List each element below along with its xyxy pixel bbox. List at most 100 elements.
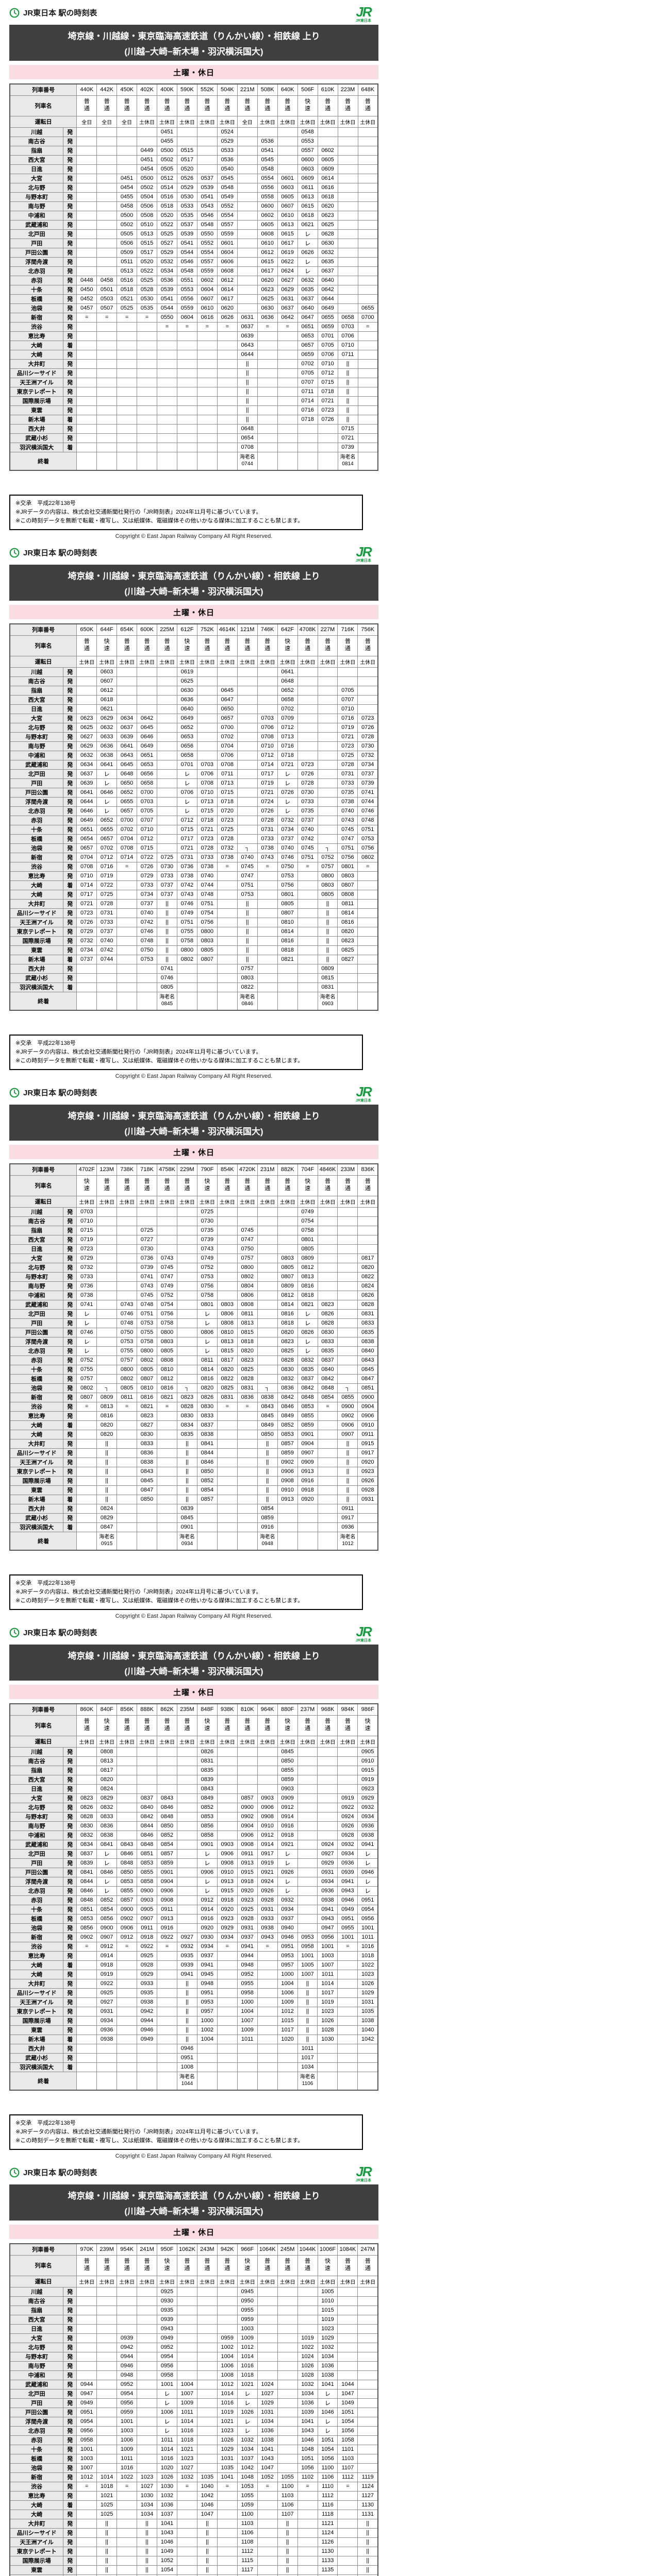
run-day-cell: 土休日 bbox=[317, 1735, 338, 1748]
time-cell: 1008 bbox=[217, 2370, 238, 2380]
time-cell bbox=[176, 1774, 197, 1785]
time-cell: 0910 bbox=[357, 1756, 378, 1766]
time-cell: 0748 bbox=[196, 889, 218, 900]
time-cell: 0751 bbox=[196, 899, 218, 909]
time-cell: 0912 bbox=[277, 1802, 298, 1812]
time-cell bbox=[277, 2296, 298, 2306]
time-cell bbox=[76, 2361, 97, 2371]
time-cell bbox=[257, 899, 278, 909]
time-cell bbox=[137, 1765, 157, 1775]
time-cell: 1038 bbox=[257, 2435, 278, 2445]
station-name-cell: 大宮 bbox=[9, 1253, 64, 1263]
dep-arr-mark-cell: 発 bbox=[63, 796, 77, 807]
time-cell bbox=[357, 164, 378, 174]
time-cell: レ bbox=[96, 1886, 118, 1896]
timetable-section: JR東日本 駅の時刻表 JR JR東日本 埼京線・川越線・東京臨海高速鉄道（りん… bbox=[9, 2160, 378, 2576]
time-cell: 1019 bbox=[317, 2314, 338, 2325]
time-cell bbox=[217, 1457, 238, 1467]
time-cell: 0922 bbox=[96, 1978, 118, 1989]
time-cell bbox=[257, 1225, 278, 1235]
time-cell: レ bbox=[357, 1886, 378, 1896]
time-cell: 0944 bbox=[137, 2015, 157, 2026]
time-cell: 0703 bbox=[137, 796, 157, 807]
line-title-line1: 埼京線・川越線・東京臨海高速鉄道（りんかい線）・相鉄線 上り bbox=[68, 1651, 320, 1661]
time-cell bbox=[156, 359, 177, 369]
time-cell bbox=[357, 210, 378, 221]
time-cell: 0901 bbox=[176, 1522, 197, 1532]
time-cell: 0524 bbox=[217, 127, 238, 137]
time-cell bbox=[297, 1503, 318, 1514]
train-number-row: 列車番号 860K 840F 856K 888K 862K 235M 848F 938K 810K… bbox=[9, 1703, 378, 1716]
station-name-cell: 南与野 bbox=[9, 1281, 64, 1291]
time-cell bbox=[337, 963, 358, 974]
dep-arr-mark-cell: 発 bbox=[63, 2444, 77, 2454]
time-cell bbox=[176, 1364, 197, 1375]
time-cell: 0837 bbox=[317, 1355, 338, 1365]
time-cell: 0924 bbox=[257, 1876, 278, 1887]
time-cell: || bbox=[196, 2546, 218, 2556]
time-cell bbox=[176, 2305, 197, 2315]
run-day-cell: 土休日 bbox=[156, 655, 177, 668]
time-cell: 0622 bbox=[277, 257, 298, 267]
time-cell: = bbox=[137, 312, 157, 323]
time-cell: 0903 bbox=[257, 1793, 278, 1803]
dep-arr-mark-cell: 発 bbox=[63, 1225, 77, 1235]
time-cell bbox=[176, 1895, 197, 1905]
time-cell bbox=[257, 1978, 278, 1989]
train-type-cell: 普通 bbox=[76, 2255, 97, 2276]
dep-arr-mark-cell: 発 bbox=[63, 303, 77, 313]
time-cell bbox=[156, 2025, 177, 2035]
time-cell: 0853 bbox=[196, 1811, 218, 1822]
station-row: 南古谷発 0710 0730 0754 bbox=[9, 1216, 378, 1226]
time-cell bbox=[137, 1756, 157, 1766]
time-cell: 0703 bbox=[337, 321, 358, 332]
time-cell: 1029 bbox=[217, 2444, 238, 2454]
run-day-cell: 土休日 bbox=[357, 1195, 378, 1208]
time-cell: 0748 bbox=[137, 936, 157, 946]
dep-arr-mark-cell: 着 bbox=[63, 880, 77, 890]
time-cell: 0744 bbox=[357, 796, 378, 807]
time-cell bbox=[217, 973, 238, 983]
time-cell: レ bbox=[277, 1886, 298, 1896]
time-cell bbox=[237, 201, 258, 211]
dep-arr-mark-cell: 発 bbox=[63, 1262, 77, 1273]
time-cell: 0746 bbox=[76, 1327, 97, 1337]
station-row: 戸田発 0839 レ 0848 0853 0859 レ 0908 0913 0919 レ 0929 09… bbox=[9, 1858, 378, 1868]
station-name-cell: 日進 bbox=[9, 1244, 64, 1254]
time-cell: 0722 bbox=[137, 852, 157, 862]
time-cell bbox=[317, 1262, 338, 1273]
station-name-cell: 品川シーサイド bbox=[9, 368, 64, 378]
run-day-row: 運転日 土休日 土休日 土休日 土休日 土休日 土休日 土休日 土休日 土休日 土休日 土休日 土休日土… bbox=[9, 655, 378, 668]
time-cell: 0936 bbox=[317, 1886, 338, 1896]
time-cell bbox=[96, 2379, 118, 2389]
station-name-cell: 十条 bbox=[9, 1904, 64, 1914]
station-row: 南古谷発 0607 0625 0648 bbox=[9, 676, 378, 686]
time-cell: 0743 bbox=[196, 1244, 218, 1254]
train-type-cell: 快速 bbox=[156, 2255, 177, 2276]
time-cell: 1016 bbox=[156, 2453, 177, 2464]
train-type-cell: 普通 bbox=[176, 95, 197, 116]
time-cell: 1041 bbox=[317, 2379, 338, 2389]
time-cell bbox=[237, 694, 258, 705]
time-cell: 0655 bbox=[96, 824, 118, 835]
time-cell: 0803 bbox=[157, 1336, 177, 1347]
time-cell: 0619 bbox=[277, 247, 298, 258]
station-row: 大宮発 0939 0949 0959 1009 1019 1029 bbox=[9, 2333, 378, 2343]
time-cell: 0922 bbox=[137, 1941, 157, 1952]
time-cell: 0449 bbox=[137, 145, 157, 156]
time-cell: 0712 bbox=[137, 834, 157, 844]
station-row: 戸田公園発 0841 0846 0850 0855 0901 0906 0910 0915 092… bbox=[9, 1867, 378, 1877]
time-cell: 0616 bbox=[196, 312, 218, 323]
train-number-cell: 442K bbox=[96, 83, 118, 96]
time-cell: 0928 bbox=[237, 1913, 258, 1924]
time-cell: 0752 bbox=[76, 1355, 97, 1365]
train-type-cell: 普通 bbox=[257, 1715, 278, 1736]
time-cell: 0911 bbox=[237, 1849, 258, 1859]
time-cell bbox=[337, 1374, 358, 1384]
time-cell bbox=[357, 2435, 378, 2445]
time-cell: 0605 bbox=[257, 219, 278, 230]
time-cell: 0710 bbox=[76, 1216, 97, 1226]
time-cell bbox=[76, 1513, 97, 1523]
run-day-cell: 土休日 bbox=[217, 655, 238, 668]
time-cell: = bbox=[337, 2481, 358, 2492]
